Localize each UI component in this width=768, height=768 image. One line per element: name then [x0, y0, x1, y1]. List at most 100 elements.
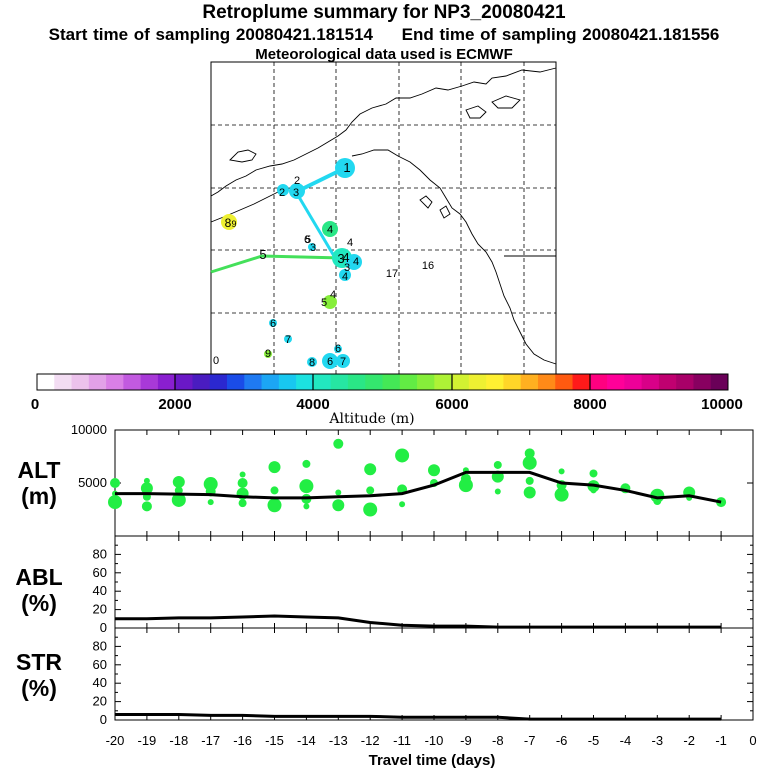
x-tick-label: 0	[749, 733, 756, 748]
str-label-line1: STR	[16, 649, 62, 675]
x-tick-label: -14	[297, 733, 316, 748]
colorbar-label: 4000	[296, 396, 329, 413]
map-markers	[221, 158, 362, 369]
colorbar-cell	[572, 374, 591, 390]
colorbar-cell	[607, 374, 625, 390]
chart-title: Retroplume summary for NP3_20080421	[202, 2, 566, 23]
alt-point	[268, 461, 281, 474]
abl-label-line1: ABL	[15, 564, 63, 590]
x-tick-label: -1	[715, 733, 727, 748]
colorbar-label: 8000	[573, 396, 606, 413]
abl-panel-label: ABL (%)	[4, 564, 74, 616]
alt-series-line	[115, 470, 722, 504]
colorbar-tick-labels: 0 2000 4000 6000 8000 10000	[31, 396, 743, 413]
y-tick-label: 60	[93, 657, 107, 672]
y-tick-label: 40	[93, 675, 107, 690]
str-panel-label: STR (%)	[4, 649, 74, 701]
x-tick-label: -16	[233, 733, 252, 748]
alt-point	[237, 478, 248, 488]
colorbar-cell	[88, 374, 107, 390]
alt-point	[207, 499, 214, 506]
map-label: 6	[327, 356, 333, 368]
marker-8	[323, 295, 337, 309]
x-tick-label: -6	[556, 733, 568, 748]
colorbar-cell	[123, 374, 142, 390]
x-tick-label: -9	[460, 733, 472, 748]
alt-point	[493, 460, 502, 469]
abl-label-line2: (%)	[21, 590, 57, 616]
alt-point	[554, 487, 569, 502]
alt-point	[238, 499, 247, 508]
alt-point	[590, 487, 597, 494]
island	[439, 205, 451, 219]
alt-point	[494, 488, 501, 495]
trajectory-segment	[294, 191, 336, 257]
colorbar: 0 2000 4000 6000 8000 10000 Altitude (m)	[31, 373, 743, 427]
map-label: 7	[340, 356, 346, 368]
map-label: 3	[310, 242, 316, 254]
map-label: 16	[422, 260, 434, 272]
colorbar-cell	[209, 374, 228, 390]
alt-point	[366, 486, 375, 495]
map-label: 17	[386, 268, 398, 280]
alt-point	[525, 476, 534, 485]
marker-4	[322, 221, 338, 237]
x-tick-label: -15	[265, 733, 284, 748]
x-tick-label: -12	[361, 733, 380, 748]
x-tick-label: -3	[652, 733, 664, 748]
alt-point	[174, 486, 183, 495]
alt-point	[299, 479, 314, 494]
map-label: 6	[270, 318, 276, 330]
map-label: 4	[353, 256, 359, 268]
trajectory-segment	[210, 254, 343, 274]
timeseries-panels: -20 -19 -18 -17 -16 -15 -14 -13 -12 -11 -10 -9 -8 -7-…	[71, 422, 757, 748]
alt-point	[363, 502, 378, 517]
y-tick-label: 60	[93, 565, 107, 580]
marker-9	[322, 353, 338, 369]
alt-point	[589, 469, 598, 478]
colorbar-cell	[261, 374, 280, 390]
colorbar-cell	[468, 374, 487, 390]
alt-point	[458, 478, 473, 493]
colorbar-cell	[451, 374, 470, 390]
map-label: 8	[309, 357, 315, 369]
x-axis-label: Travel time (days)	[369, 752, 496, 768]
alt-point	[524, 448, 535, 459]
colorbar-cell	[417, 374, 435, 390]
y-tick-label: 5000	[78, 475, 107, 490]
colorbar-cell	[278, 374, 297, 390]
x-tick-label: -8	[492, 733, 504, 748]
x-tick-label: -19	[138, 733, 157, 748]
colorbar-cell	[486, 374, 504, 390]
colorbar-cell	[140, 374, 159, 390]
marker-12	[284, 335, 292, 343]
x-tick-label: -17	[201, 733, 220, 748]
map-label: 4	[342, 271, 348, 283]
colorbar-cells	[37, 374, 729, 390]
abl-series-line	[115, 614, 722, 629]
alt-point	[302, 459, 311, 468]
y-tick-label: 80	[93, 546, 107, 561]
marker-3	[277, 184, 289, 196]
island	[465, 105, 487, 119]
x-tick-label: -20	[106, 733, 125, 748]
y-tick-label: 10000	[71, 422, 107, 437]
map-label: 4	[327, 224, 333, 236]
colorbar-cell	[227, 374, 245, 390]
colorbar-cell	[693, 374, 712, 390]
colorbar-label: 6000	[435, 396, 468, 413]
alt-point	[395, 448, 410, 463]
map-label-group: 1 2 3 2 8 9 4 4 6 3 5 3 4 4 3 4 17 16 4 …	[213, 160, 434, 369]
map-label: 5	[259, 247, 266, 262]
coastline	[210, 67, 557, 197]
map-frame	[210, 61, 557, 375]
alt-point	[428, 464, 440, 477]
alt-point	[172, 475, 185, 488]
map-label: 4	[342, 250, 349, 265]
alt-label-line1: ALT	[17, 457, 61, 483]
colorbar-cell	[624, 374, 643, 390]
alt-point	[239, 471, 246, 478]
colorbar-frame	[36, 373, 729, 391]
colorbar-cell	[434, 374, 452, 390]
y-tick-label: 20	[93, 694, 107, 709]
